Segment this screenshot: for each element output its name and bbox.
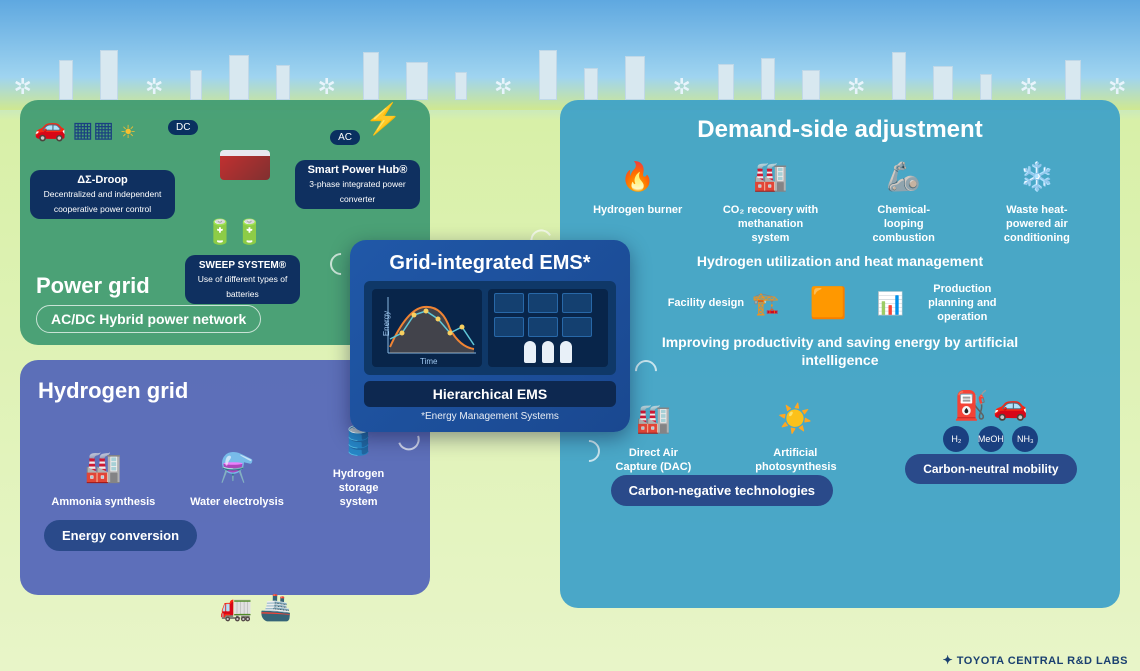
smart-power-hub-pill: Smart Power Hub® 3-phase integrated powe…	[295, 160, 420, 209]
storage-label: Hydrogen storage system	[319, 468, 399, 509]
city-buildings: ✲ ✲ ✲ ✲ ✲ ✲ ✲ ✲	[0, 40, 1140, 100]
robot-arm-icon: 🦾	[874, 152, 934, 200]
ac-unit-icon: ❄️	[1007, 152, 1067, 200]
planning-icon: 📊	[877, 291, 904, 317]
electrolysis-icon: ⚗️	[207, 444, 267, 492]
water-electrolysis-item: ⚗️ Water electrolysis	[190, 444, 284, 510]
wireless-icon	[330, 255, 350, 275]
h2-station-icon: ⛽	[954, 390, 989, 421]
carbon-negative-pill: Carbon-negative technologies	[611, 475, 833, 506]
operator-icon	[524, 341, 536, 363]
ems-operators	[488, 289, 608, 367]
power-grid-title: Power grid	[36, 273, 150, 299]
ems-visual: Energy Time	[364, 281, 616, 375]
dc-label: DC	[168, 120, 198, 135]
wind-turbine-icon: ✲	[1108, 74, 1126, 100]
h2-badge: H₂	[943, 426, 969, 452]
waste-heat-label: Waste heat-powered air conditioning	[987, 204, 1087, 245]
chart-y-label: Energy	[382, 311, 391, 336]
burner-icon: 🔥	[608, 152, 668, 200]
power-hub-icon	[220, 150, 270, 180]
ammonia-synthesis-item: 🏭 Ammonia synthesis	[51, 444, 155, 510]
car-icon: 🚗	[993, 390, 1028, 421]
sun-icon: ☀	[120, 122, 136, 143]
chart-x-label: Time	[420, 357, 437, 366]
ems-chart: Energy Time	[372, 289, 482, 367]
wireless-icon	[635, 360, 655, 380]
wireless-icon	[580, 440, 600, 460]
section1-heading: Hydrogen utilization and heat management	[574, 253, 1106, 269]
solar-panel-icon: ▦▦	[72, 117, 114, 143]
delta-sigma-droop-desc: Decentralized and independent cooperativ…	[44, 189, 162, 213]
carbon-neutral-mobility-block: ⛽ 🚗 H₂ MeOH NH₃ Carbon-neutral mobility	[882, 389, 1100, 501]
burner-label: Hydrogen burner	[593, 204, 682, 218]
carport-icon: 🚗	[34, 112, 66, 143]
delta-sigma-droop-name: ΔΣ-Droop	[77, 174, 128, 186]
power-grid-subtitle: AC/DC Hybrid power network	[36, 305, 261, 333]
footer-logo: ✦ TOYOTA CENTRAL R&D LABS	[943, 653, 1128, 667]
diagram-container: 🚗 ▦▦ ☀ DC ⚡ AC ΔΣ-Droop Decentralized an…	[20, 100, 1120, 651]
dac-label: Direct Air Capture (DAC)	[608, 447, 698, 475]
factory-icon: 🏭	[73, 444, 133, 492]
operator-icon	[560, 341, 572, 363]
delta-sigma-droop-pill: ΔΣ-Droop Decentralized and independent c…	[30, 170, 175, 219]
ems-title: Grid-integrated EMS*	[364, 252, 616, 275]
footer-logo-icon: ✦	[943, 653, 954, 667]
wind-turbine-icon: ✲	[494, 74, 512, 100]
transport-icons: 🚛 🚢	[220, 592, 292, 623]
chem-loop-label: Chemical-looping combustion	[859, 204, 949, 245]
facility-design-label: Facility design	[668, 297, 744, 311]
wind-turbine-icon: ✲	[317, 74, 335, 100]
meoh-badge: MeOH	[978, 426, 1004, 452]
chemical-looping-item: 🦾 Chemical-looping combustion	[859, 152, 949, 245]
co2-recovery-item: 🏭 CO₂ recovery with methanation system	[721, 152, 821, 245]
co2-recovery-label: CO₂ recovery with methanation system	[721, 204, 821, 245]
wind-turbine-icon: ✲	[1019, 74, 1037, 100]
skyline-banner: ✲ ✲ ✲ ✲ ✲ ✲ ✲ ✲	[0, 0, 1140, 110]
sweep-system-name: SWEEP SYSTEM®	[199, 260, 286, 271]
facility-icon: 🏗️	[752, 291, 779, 317]
demand-side-title: Demand-side adjustment	[574, 116, 1106, 144]
pylon-icon: ⚡	[365, 102, 402, 137]
sweep-system-desc: Use of different types of batteries	[198, 274, 288, 298]
wind-turbine-icon: ✲	[14, 74, 32, 100]
ems-panel: Grid-integrated EMS* Energy Time	[350, 240, 630, 432]
production-planning-label: Production planning and operation	[912, 283, 1012, 324]
energy-conversion-pill: Energy conversion	[44, 520, 197, 551]
demand-side-panel: Demand-side adjustment 🔥 Hydrogen burner…	[560, 100, 1120, 608]
ems-note: *Energy Management Systems	[364, 411, 616, 422]
smart-power-hub-desc: 3-phase integrated power converter	[309, 179, 405, 203]
wind-turbine-icon: ✲	[672, 74, 690, 100]
ac-label: AC	[330, 130, 360, 145]
smart-power-hub-name: Smart Power Hub®	[308, 164, 408, 176]
battery-pack-icon: 🔋🔋	[205, 218, 265, 247]
waste-heat-ac-item: ❄️ Waste heat-powered air conditioning	[987, 152, 1087, 245]
ems-hierarchical: Hierarchical EMS	[364, 381, 616, 407]
methanation-icon: 🏭	[741, 152, 801, 200]
ai-cube-icon: 🟧	[810, 286, 847, 321]
electrolysis-label: Water electrolysis	[190, 496, 284, 510]
footer-text: TOYOTA CENTRAL R&D LABS	[957, 655, 1128, 667]
sweep-system-pill: SWEEP SYSTEM® Use of different types of …	[185, 255, 300, 304]
hydrogen-burner-item: 🔥 Hydrogen burner	[593, 152, 682, 245]
photosynthesis-item: ☀️ Artificial photosynthesis	[755, 395, 835, 475]
wind-turbine-icon: ✲	[847, 74, 865, 100]
carbon-neutral-mobility-pill: Carbon-neutral mobility	[905, 454, 1076, 484]
photosynthesis-label: Artificial photosynthesis	[755, 447, 835, 475]
production-planning-item: 📊 Production planning and operation	[877, 283, 1012, 324]
facility-design-item: Facility design 🏗️	[668, 291, 780, 317]
operator-icon	[542, 341, 554, 363]
nh3-badge: NH₃	[1012, 426, 1038, 452]
sun-panel-icon: ☀️	[765, 395, 825, 443]
dac-icon: 🏭	[623, 395, 683, 443]
wind-turbine-icon: ✲	[145, 74, 163, 100]
ammonia-label: Ammonia synthesis	[51, 496, 155, 510]
